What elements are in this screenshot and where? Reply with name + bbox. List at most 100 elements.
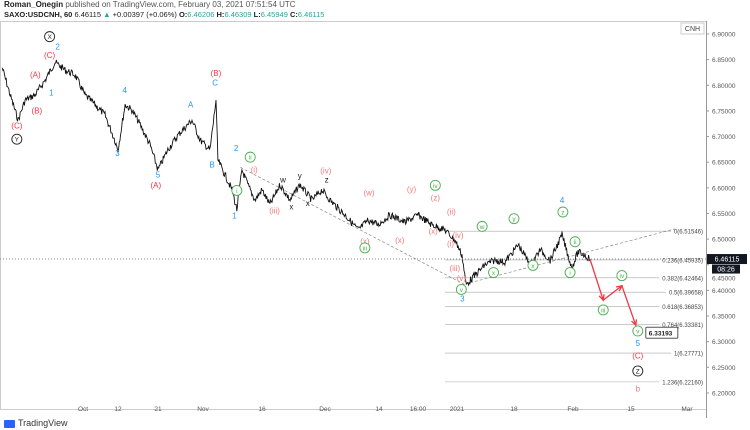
wave-label-circle [632, 365, 644, 377]
forecast-path [589, 258, 637, 326]
x-tick-label: 14 [375, 406, 383, 413]
wave-label[interactable]: (B) [211, 69, 222, 78]
wave-label[interactable]: x [289, 202, 293, 211]
wave-label[interactable]: i [236, 188, 237, 195]
x-tick-label: 21 [154, 406, 162, 413]
tradingview-footer[interactable]: TradingView [4, 418, 68, 429]
forecast-arrowhead-icon [631, 319, 638, 327]
wave-label[interactable]: C [212, 78, 218, 87]
wave-label[interactable]: ii [249, 155, 252, 162]
wave-label[interactable]: A [188, 100, 194, 109]
y-tick-label: 6.60000 [712, 185, 736, 192]
wave-label[interactable]: (iv) [320, 166, 331, 175]
last-price: 6.46115 [74, 10, 102, 19]
wave-label[interactable]: 2 [55, 42, 60, 51]
wave-label[interactable]: (iii) [269, 206, 280, 215]
wave-label[interactable]: (ii) [447, 208, 456, 217]
price-chart[interactable]: CNH 6.90000 6.85000 6.80000 6.75000 6.70000 6… [0, 0, 750, 418]
wave-label[interactable]: 1 [49, 89, 54, 98]
wave-label[interactable]: v [460, 287, 464, 294]
wave-label[interactable]: (v) [457, 274, 467, 283]
y-tick-label: 6.55000 [712, 211, 736, 218]
wave-label[interactable]: z [561, 210, 564, 217]
wave-label[interactable]: (i) [447, 239, 454, 248]
y-tick-label: 6.30000 [712, 339, 736, 346]
wave-label[interactable]: Y [15, 137, 20, 144]
current-price-tag: 6.46115 08:26 [707, 254, 747, 274]
low-label: L: [253, 10, 261, 19]
wave-label[interactable]: (iii) [449, 264, 460, 273]
x-tick-label: 18 [510, 406, 518, 413]
wave-label[interactable]: (B) [32, 106, 43, 115]
wave-label[interactable]: (x) [395, 236, 405, 245]
wave-label[interactable]: x [531, 263, 535, 270]
wave-label[interactable]: (y) [407, 185, 417, 194]
wave-label[interactable]: b [636, 384, 641, 393]
wave-label[interactable]: 2 [234, 144, 239, 153]
wave-label-circle [11, 133, 23, 145]
target-price-label: 6.33193 [649, 330, 673, 337]
wave-label[interactable]: B [209, 160, 214, 169]
wave-label[interactable]: ii [574, 239, 577, 246]
y-tick-label: 6.75000 [712, 108, 736, 115]
wave-label[interactable]: y [298, 172, 302, 181]
wave-label[interactable]: (A) [30, 71, 41, 80]
wave-label[interactable]: (iv) [452, 231, 463, 240]
forecast-arrowhead-icon [598, 294, 605, 302]
close-label: C: [289, 10, 298, 19]
wave-label[interactable]: z [325, 176, 329, 185]
symbol: SAXO:USDCNH, 60 [4, 10, 73, 19]
wave-label[interactable]: iii [363, 245, 367, 252]
y-tick-label: 6.40000 [712, 288, 736, 295]
wave-label[interactable]: 1 [232, 212, 237, 221]
x-tick-label: 16 [258, 406, 266, 413]
price-series-line [1, 59, 591, 287]
fib-level-label: 0.236(6.45935) [662, 258, 703, 264]
wave-label[interactable]: w [479, 224, 485, 231]
high-value: 6.46309 [224, 10, 252, 19]
wave-label[interactable]: x [492, 270, 496, 277]
wave-label[interactable]: y [512, 216, 516, 223]
wave-label[interactable]: (C) [11, 121, 22, 130]
y-tick-label: 6.45000 [712, 276, 736, 283]
wave-label[interactable]: w [279, 176, 286, 185]
wave-label[interactable]: x [306, 199, 310, 208]
x-tick-label: Feb [567, 406, 579, 413]
wave-label[interactable]: X [47, 34, 52, 41]
tradingview-logo-icon [4, 419, 15, 428]
fib-level-label: 0.5(6.39658) [669, 291, 703, 297]
wave-label[interactable]: (C) [632, 352, 643, 361]
wave-label[interactable]: v [636, 328, 640, 335]
wave-label[interactable]: iii [601, 307, 605, 314]
wave-label[interactable]: 4 [122, 86, 127, 95]
wave-label-circle [569, 236, 581, 248]
open-label: O: [178, 10, 188, 19]
wave-label[interactable]: Z [636, 368, 640, 375]
wave-label[interactable]: 3 [115, 149, 120, 158]
wave-label-circle [429, 179, 441, 191]
wave-label[interactable]: (z) [431, 194, 441, 203]
low-value: 6.45949 [260, 10, 288, 19]
wave-label[interactable]: 3 [460, 295, 465, 304]
wave-label[interactable]: 5 [156, 171, 161, 180]
y-tick-label: 6.70000 [712, 134, 736, 141]
wave-label[interactable]: (x) [360, 237, 370, 246]
currency-badge[interactable] [680, 22, 705, 35]
wave-label[interactable]: (i) [251, 165, 258, 174]
wave-label[interactable]: i [569, 270, 570, 277]
fib-level-label: 1(6.27771) [674, 352, 703, 358]
wave-label[interactable]: (w) [363, 189, 374, 198]
wave-label[interactable]: (A) [150, 181, 161, 190]
wave-label-circle [564, 267, 576, 278]
trendline [240, 167, 467, 286]
fib-level-label: 0.382(6.42464) [662, 276, 703, 282]
wave-label[interactable]: 4 [560, 196, 565, 205]
wave-label[interactable]: 5 [636, 339, 641, 348]
wave-label[interactable]: iv [433, 183, 438, 190]
wave-label[interactable]: iv [620, 273, 625, 280]
wave-label-circle [231, 185, 243, 196]
wave-label-circle [488, 267, 499, 278]
wave-label[interactable]: (x) [429, 227, 439, 236]
wave-label[interactable]: (C) [44, 51, 55, 60]
fib-level-label: 0(6.51546) [674, 230, 703, 236]
